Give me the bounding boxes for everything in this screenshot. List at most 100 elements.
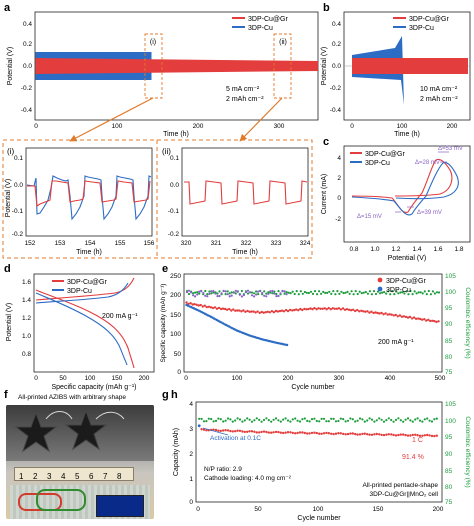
ce-point <box>263 290 266 293</box>
star-cells <box>14 409 125 453</box>
ce-point <box>409 289 412 293</box>
ce-point <box>229 418 232 421</box>
capacity-point <box>293 308 296 312</box>
capacity-point <box>390 433 393 436</box>
ce-point <box>419 291 422 294</box>
capacity-point <box>394 434 398 437</box>
ruler-number: 2 <box>33 472 38 481</box>
ce-point <box>242 294 245 297</box>
ce-point <box>358 290 361 293</box>
ce-point <box>366 419 369 422</box>
capacity-point <box>284 431 287 434</box>
panel-i-xtick: 153 <box>55 240 66 247</box>
ce-point <box>338 292 341 295</box>
ce-point <box>406 417 410 420</box>
ce-point <box>250 294 254 297</box>
panel-d-xlabel: Specific capacity (mAh g⁻¹) <box>52 384 137 391</box>
ce-point <box>286 419 290 422</box>
ce-point <box>372 290 376 293</box>
panel-a-xlabel: Time (h) <box>163 131 189 138</box>
capacity-point <box>243 430 246 434</box>
panel-d-rate: 200 mA g⁻¹ <box>102 313 138 320</box>
ruler-number: 7 <box>103 472 108 481</box>
panel-e-points <box>185 289 441 347</box>
ce-point <box>275 292 278 296</box>
panel-f-title: All-printed AZIBS with arbitrary shape <box>18 394 126 401</box>
panel-i-xtick: 155 <box>115 240 126 247</box>
panel-a-note-line1: 5 mA cm⁻² <box>226 86 260 93</box>
panel-h-xtick: 0 <box>196 506 200 513</box>
capacity-point <box>374 311 377 314</box>
panel-e-xtick: 500 <box>435 375 446 382</box>
ce-point <box>277 419 280 422</box>
ce-point <box>273 290 276 293</box>
ce-point <box>238 418 242 421</box>
capacity-point <box>265 430 268 434</box>
photo-stage <box>6 405 154 461</box>
ce-point <box>399 419 402 422</box>
ce-point <box>310 418 314 421</box>
panel-h-xtick: 100 <box>313 506 324 513</box>
capacity-point <box>368 433 371 436</box>
ce-point <box>281 289 284 292</box>
capacity-point <box>337 307 341 310</box>
capacity-point <box>322 432 326 435</box>
ce-point <box>219 418 222 421</box>
ce-point <box>324 291 327 294</box>
panel-c-ytick: 4 <box>337 155 341 162</box>
capacity-point <box>423 318 426 321</box>
ce-point <box>426 417 429 420</box>
ce-point <box>306 419 309 422</box>
capacity-point <box>246 430 249 433</box>
ce-point <box>210 290 213 293</box>
ce-point <box>279 292 282 295</box>
ce-point <box>342 418 345 421</box>
capacity-point <box>203 304 206 307</box>
ce-point <box>275 295 278 298</box>
panel-ii-yticks: 0.1 0.0 -0.1 -0.2 <box>168 155 180 238</box>
capacity-point <box>219 307 223 311</box>
ce-point <box>273 292 276 295</box>
capacity-point <box>318 432 321 435</box>
capacity-point <box>303 431 306 435</box>
panel-a-yticks: 0.4 0.2 0.0 -0.2 -0.4 <box>21 21 33 114</box>
capacity-point <box>427 318 430 321</box>
panel-c-xtick: 1.8 <box>454 246 463 253</box>
capacity-point <box>402 315 406 318</box>
capacity-point <box>409 434 412 437</box>
ce-point <box>397 292 400 295</box>
capacity-point <box>307 307 310 311</box>
ce-point <box>259 289 262 292</box>
capacity-point <box>264 311 267 314</box>
panel-i-xtick: 152 <box>25 240 36 247</box>
capacity-point <box>426 433 429 437</box>
panel-e-xlabel: Cycle number <box>291 384 335 391</box>
panel-letter-c: c <box>323 136 329 148</box>
ce-point <box>325 420 328 423</box>
ce-point <box>277 290 280 293</box>
ce-point <box>370 418 374 421</box>
capacity-point <box>433 434 436 438</box>
capacity-point <box>308 432 311 435</box>
capacity-point <box>384 312 387 315</box>
capacity-point <box>282 431 285 435</box>
capacity-point <box>228 307 231 311</box>
panel-letter-f: f <box>4 389 8 401</box>
ce-point <box>373 420 376 423</box>
capacity-point <box>246 309 249 313</box>
panel-i-ytick: -0.2 <box>12 231 24 238</box>
ce-point <box>316 293 319 296</box>
ce-point <box>236 417 239 420</box>
panel-e-ytick: 50 <box>174 351 182 358</box>
panel-a-note-line2: 2 mAh cm⁻² <box>226 96 264 103</box>
capacity-point <box>382 313 385 316</box>
ce-point <box>307 291 310 295</box>
capacity-point <box>334 432 338 435</box>
ce-point <box>378 417 381 420</box>
ce-point <box>429 293 432 296</box>
ce-point <box>301 418 304 421</box>
ce-point <box>265 295 268 298</box>
ce-point <box>198 417 201 420</box>
panel-i-ylabel: Potential (V) <box>5 179 12 218</box>
ce-point <box>380 418 383 421</box>
